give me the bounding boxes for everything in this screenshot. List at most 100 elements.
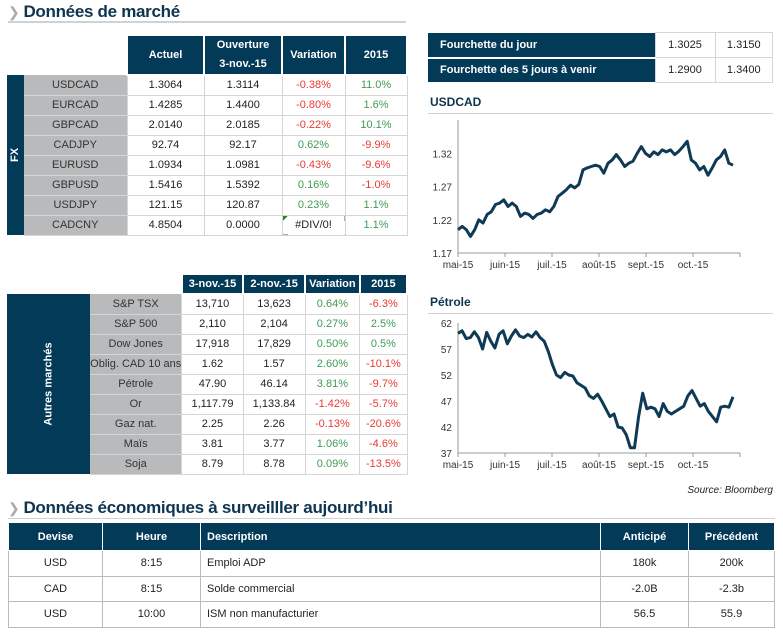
ytd-value: -9.6% <box>344 154 408 176</box>
market-row: Gaz nat. 2.25 2.26 -0.13% -20.6% <box>7 413 408 435</box>
ouverture-value: 1.0981 <box>203 154 283 176</box>
chevron-right-icon: ❯ <box>8 4 20 20</box>
x-tick-label: juin-15 <box>489 260 520 271</box>
divider <box>428 313 773 314</box>
ytd-value: -9.9% <box>344 134 408 156</box>
other-markets-table: 3-nov.-15 2-nov.-15 Variation 2015 Autre… <box>7 273 409 475</box>
col-variation: Variation <box>304 273 361 295</box>
fx-row: EURUSD 1.0934 1.0981 -0.43% -9.6% <box>7 154 408 176</box>
anticipe-cell: 180k <box>600 550 689 577</box>
chevron-right-icon: ❯ <box>8 500 20 516</box>
ytd-value: 1.1% <box>344 214 408 236</box>
pair-name: EURCAD <box>24 95 127 116</box>
ouverture-value: 120.87 <box>203 194 283 216</box>
x-tick-label: août-15 <box>582 460 616 471</box>
market-row: Soja 8.79 8.78 0.09% -13.5% <box>7 453 408 475</box>
market-name: Maïs <box>90 434 182 455</box>
actuel-value: 1.4285 <box>126 94 205 116</box>
market-row: Pétrole 47.90 46.14 3.81% -9.7% <box>7 373 408 395</box>
variation-value: -1.42% <box>304 393 361 415</box>
divider <box>8 21 406 23</box>
pair-name: USDJPY <box>24 195 127 216</box>
fx-row: EURCAD 1.4285 1.4400 -0.80% 1.6% <box>7 94 408 116</box>
variation-value: -0.38% <box>281 74 346 96</box>
market-row: S&P 500 2,110 2,104 0.27% 2.5% <box>7 313 408 335</box>
y-tick-label: 42 <box>441 423 453 434</box>
current-value: 8.79 <box>181 453 244 475</box>
current-value: 1.62 <box>181 353 244 375</box>
y-tick-label: 1.17 <box>433 249 453 260</box>
market-name: Oblig. CAD 10 ans <box>90 354 182 375</box>
variation-value: 0.16% <box>281 174 346 196</box>
col-current: 3-nov.-15 <box>180 273 245 295</box>
current-value: 47.90 <box>181 373 244 395</box>
source-note: Source: Bloomberg <box>687 485 773 496</box>
col-2015: 2015 <box>344 34 408 76</box>
actuel-value: 2.0140 <box>126 114 205 136</box>
heure-cell: 8:15 <box>102 550 201 577</box>
fx-row: CADJPY 92.74 92.17 0.62% -9.9% <box>7 134 408 156</box>
market-row: Or 1,117.79 1,133.84 -1.42% -5.7% <box>7 393 408 415</box>
col-heure: Heure <box>102 522 201 551</box>
devise-cell: CAD <box>8 575 103 602</box>
variation-value: 0.50% <box>304 333 361 355</box>
pair-name: CADJPY <box>24 135 127 156</box>
col-2015: 2015 <box>358 273 409 295</box>
pair-name: EURUSD <box>24 155 127 176</box>
x-tick-label: mai-15 <box>443 260 474 271</box>
previous-value: 13,623 <box>242 293 306 315</box>
description-cell: Emploi ADP <box>200 550 601 577</box>
eco-row: CAD 8:15 Solde commercial -2.0B -2.3b <box>8 575 775 602</box>
ytd-value: 0.5% <box>359 333 408 355</box>
actuel-value: 1.5416 <box>126 174 205 196</box>
series-line <box>457 328 735 450</box>
market-name: Pétrole <box>90 374 182 395</box>
col-actuel: Actuel <box>126 34 205 76</box>
variation-value: 1.06% <box>304 433 361 455</box>
variation-value: 0.23% <box>281 194 346 216</box>
col-previous: 2-nov.-15 <box>242 273 307 295</box>
variation-value: 2.60% <box>304 353 361 375</box>
devise-cell: USD <box>8 550 103 577</box>
ytd-value: -6.3% <box>359 293 408 315</box>
pair-name: GBPUSD <box>24 175 127 196</box>
divider <box>428 113 773 114</box>
x-tick-label: juil.-15 <box>536 460 567 471</box>
previous-value: 8.78 <box>242 453 306 475</box>
y-tick-label: 57 <box>441 345 453 356</box>
x-tick-label: mai-15 <box>443 460 474 471</box>
ytd-value: 10.1% <box>344 114 408 136</box>
ytd-value: 11.0% <box>344 74 408 96</box>
y-tick-label: 1.27 <box>433 183 453 194</box>
x-tick-label: oct.-15 <box>678 260 709 271</box>
ytd-value: -20.6% <box>359 413 408 435</box>
usdcad-chart-title: USDCAD <box>430 95 482 109</box>
x-tick-label: sept.-15 <box>628 460 665 471</box>
fx-row: GBPCAD 2.0140 2.0185 -0.22% 10.1% <box>7 114 408 136</box>
variation-value: -0.13% <box>304 413 361 435</box>
description-cell: Solde commercial <box>200 575 601 602</box>
current-value: 2,110 <box>181 313 244 335</box>
eco-section-title: ❯ Données économiques à surveilller aujou… <box>8 498 393 517</box>
current-value: 3.81 <box>181 433 244 455</box>
market-name: Soja <box>90 454 182 475</box>
fx-side-label: FX <box>7 75 24 235</box>
precedent-cell: -2.3b <box>688 575 775 602</box>
ytd-value: -10.1% <box>359 353 408 375</box>
variation-value: -0.80% <box>281 94 346 116</box>
series-line <box>457 139 734 238</box>
previous-value: 46.14 <box>242 373 306 395</box>
pair-name: CADCNY <box>24 215 127 236</box>
market-name: Or <box>90 394 182 415</box>
ouverture-value: 1.5392 <box>203 174 283 196</box>
col-description: Description <box>200 522 601 551</box>
previous-value: 3.77 <box>242 433 306 455</box>
x-tick-label: juin-15 <box>489 460 520 471</box>
usdcad-chart: 1.17 1.22 1.27 1.32 mai-15 juin-15 juil.-15 aoû… <box>433 120 741 271</box>
range-row-5day: Fourchette des 5 jours à venir 1.2900 1.34… <box>428 57 773 84</box>
fx-row: FX USDCAD 1.3064 1.3114 -0.38% 11.0% <box>7 74 408 235</box>
ouverture-value: 1.3114 <box>203 74 283 96</box>
pair-name: USDCAD <box>24 75 127 96</box>
col-anticipe: Anticipé <box>600 522 689 551</box>
y-tick-label: 62 <box>441 319 453 330</box>
